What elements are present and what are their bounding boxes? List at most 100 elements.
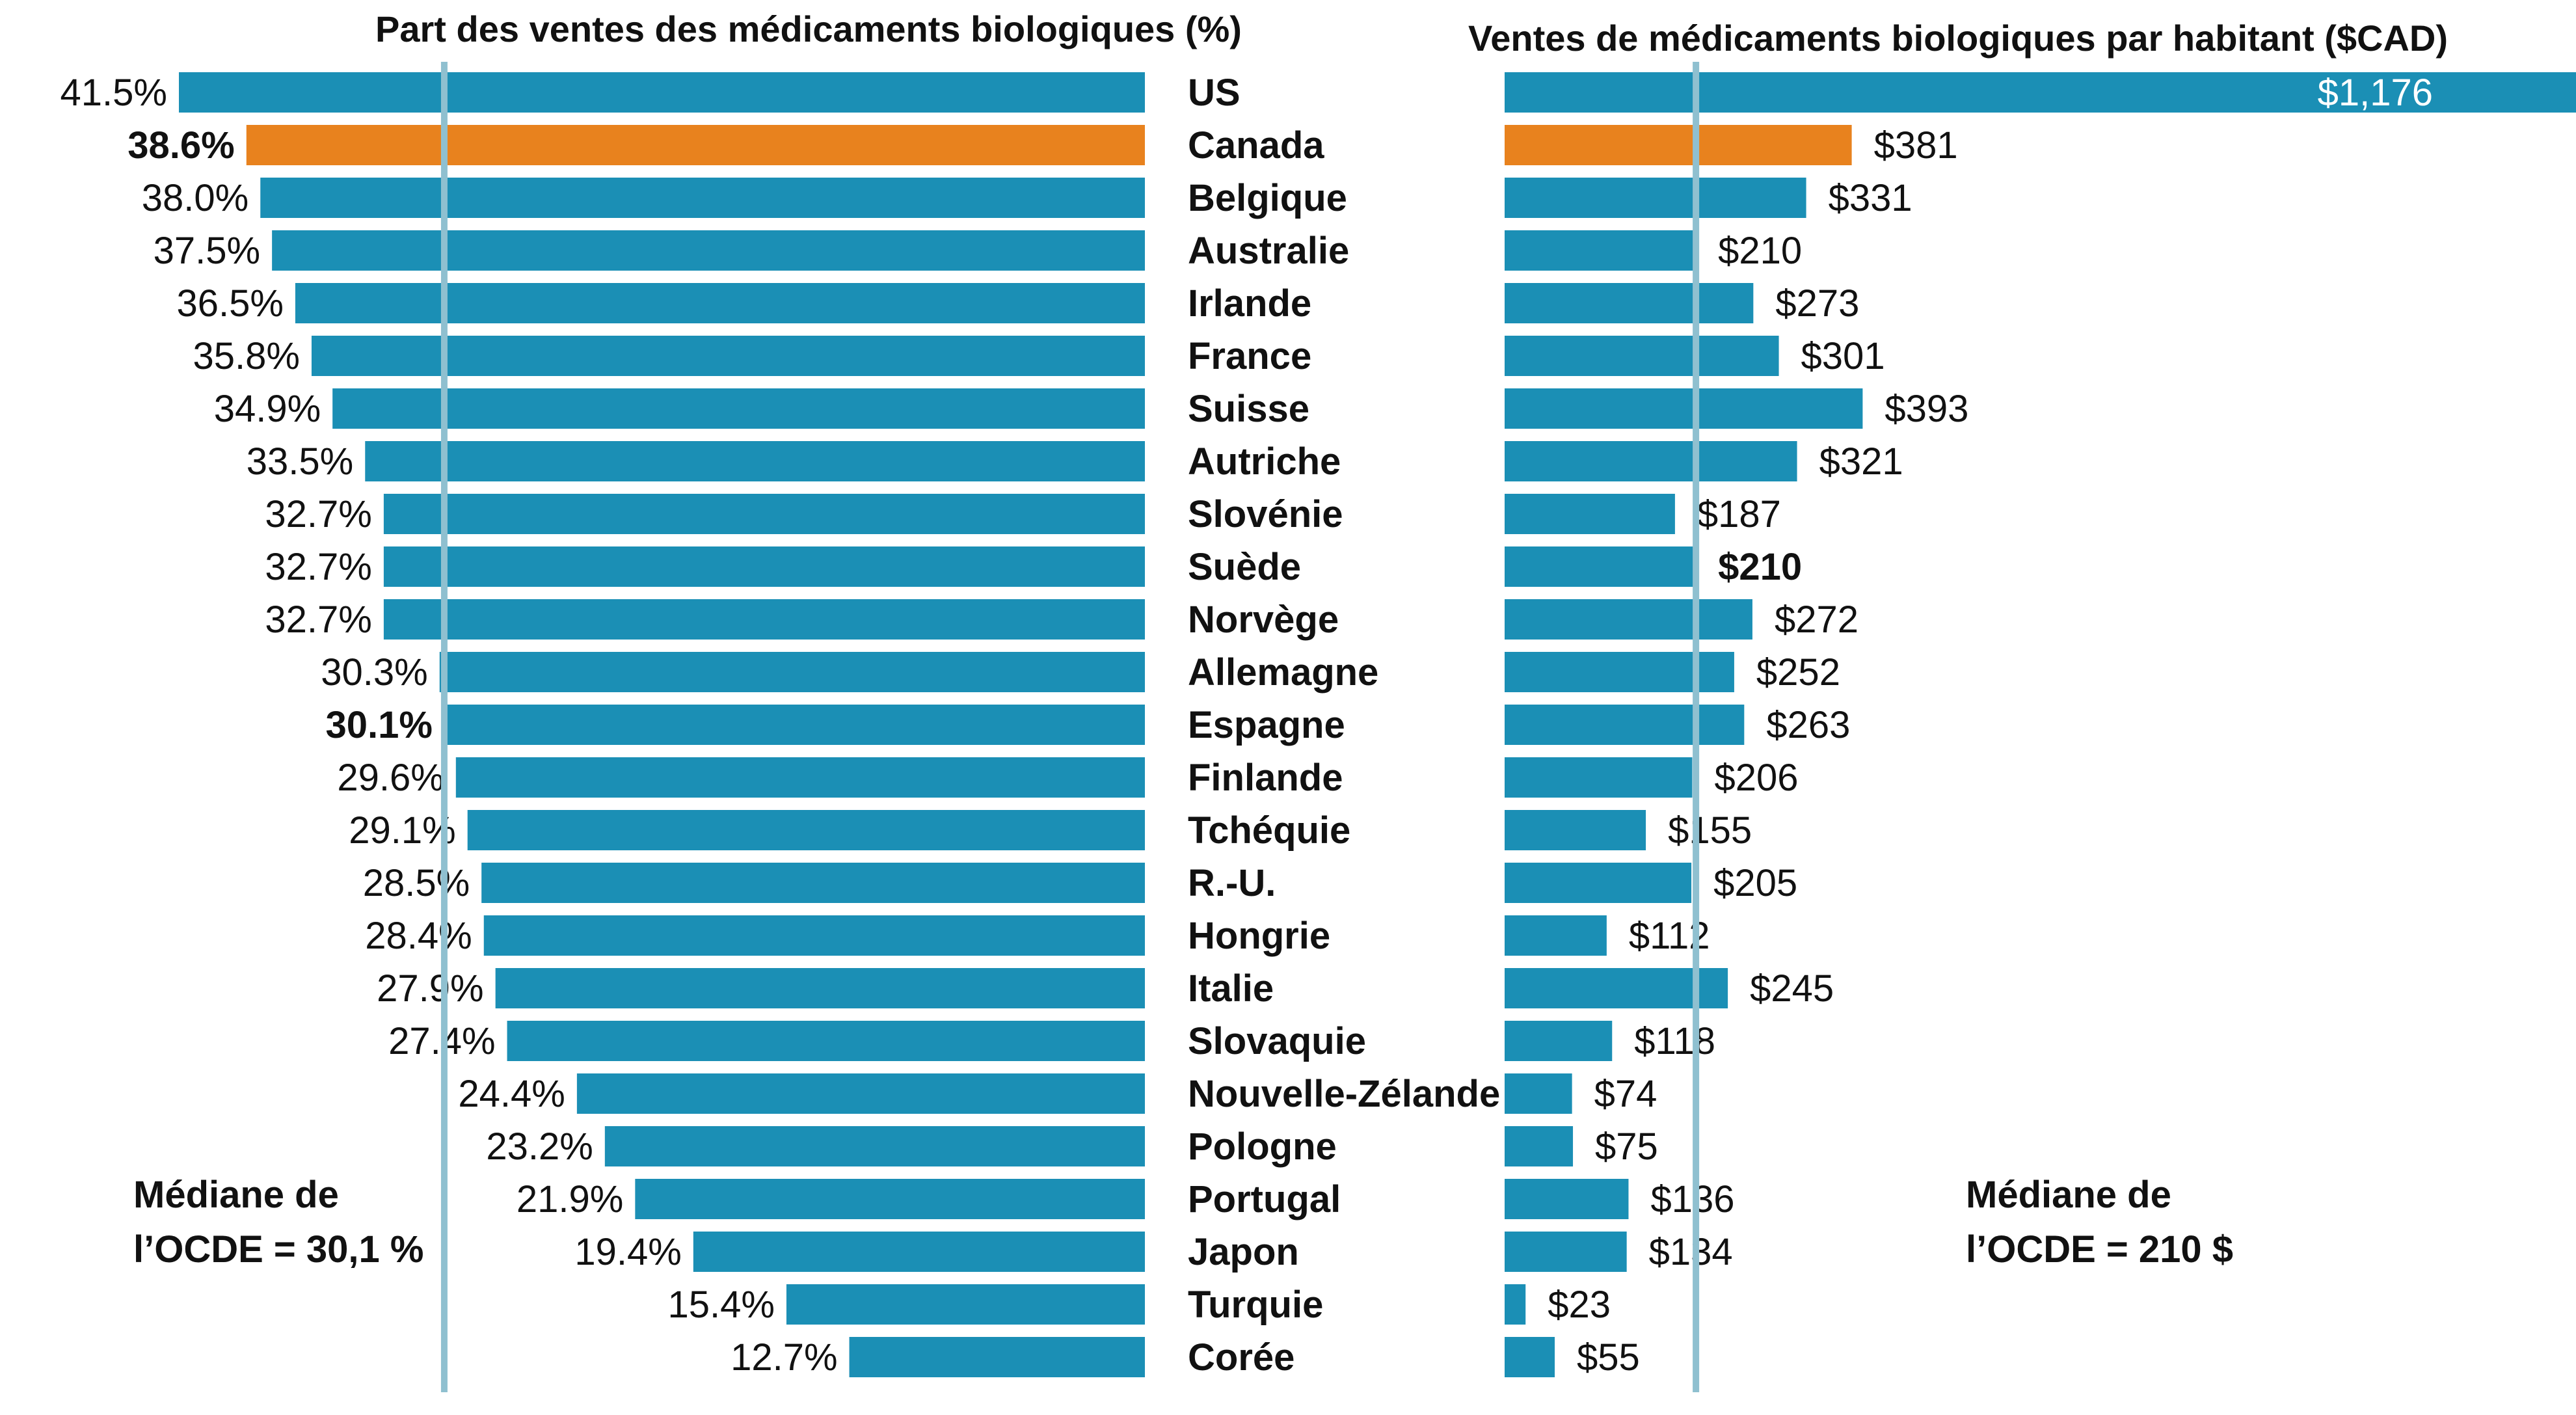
right-value-label-portugal: $136	[1650, 1178, 1734, 1220]
left-value-label-pologne: 23.2%	[486, 1125, 593, 1168]
left-bar-tchequie	[467, 810, 1145, 850]
left-value-label-italie: 27.9%	[377, 967, 483, 1010]
left-bar-belgique	[260, 178, 1145, 218]
right-value-label-espagne: $263	[1766, 704, 1850, 746]
country-label-espagne: Espagne	[1188, 704, 1345, 746]
left-bar-japon	[693, 1232, 1145, 1272]
left-value-label-hongrie: 28.4%	[365, 915, 472, 957]
left-bar-r-u	[481, 863, 1145, 903]
left-bar-slovenie	[383, 494, 1145, 534]
country-label-slovaquie: Slovaquie	[1188, 1020, 1366, 1062]
right-bar-coree	[1505, 1337, 1555, 1377]
right-bar-italie	[1505, 968, 1728, 1008]
right-value-label-australie: $210	[1718, 230, 1802, 272]
country-label-france: France	[1188, 335, 1311, 377]
left-value-label-france: 35.8%	[193, 335, 299, 377]
right-value-labels: $1,176 $381 $331 $210 $273 $301$393 $321 $187 $2…	[1548, 72, 2433, 1379]
left-bar-suede	[383, 546, 1145, 587]
right-median-label-line2: l’OCDE = 210 $	[1966, 1228, 2233, 1271]
country-label-turquie: Turquie	[1188, 1284, 1323, 1326]
right-bar-irlande	[1505, 283, 1754, 323]
left-chart-title: Part des ventes des médicaments biologiq…	[375, 8, 1242, 49]
right-value-label-italie: $245	[1750, 967, 1834, 1010]
country-label-hongrie: Hongrie	[1188, 915, 1330, 957]
country-label-norvege: Norvège	[1188, 599, 1339, 641]
left-bar-australie	[272, 230, 1145, 271]
left-value-label-autriche: 33.5%	[247, 440, 353, 483]
country-label-coree: Corée	[1188, 1336, 1295, 1379]
right-bar-portugal	[1505, 1179, 1629, 1219]
left-value-label-slovenie: 32.7%	[265, 493, 371, 535]
right-value-label-irlande: $273	[1775, 282, 1859, 325]
right-value-label-japon: $134	[1649, 1231, 1733, 1273]
left-bar-pologne	[604, 1126, 1145, 1166]
country-label-r-u: R.-U.	[1188, 862, 1276, 904]
left-bar-italie	[495, 968, 1145, 1008]
left-bar-irlande	[295, 283, 1145, 323]
left-value-labels: 41.5% 38.6% 38.0% 37.5% 36.5% 35.8% 34.9% 33.5%…	[60, 72, 838, 1379]
left-bar-autriche	[365, 441, 1145, 481]
right-value-label-pologne: $75	[1595, 1125, 1658, 1168]
right-bar-suisse	[1505, 388, 1863, 429]
right-bar-turquie	[1505, 1284, 1526, 1325]
country-label-suisse: Suisse	[1188, 388, 1309, 430]
right-value-label-norvege: $272	[1775, 599, 1858, 641]
right-value-label-r-u: $205	[1713, 862, 1797, 904]
right-value-label-suede: $210	[1718, 546, 1802, 588]
country-label-japon: Japon	[1188, 1231, 1299, 1273]
right-median-label-line1: Médiane de	[1966, 1174, 2171, 1216]
left-value-label-tchequie: 29.1%	[349, 809, 455, 852]
left-bar-canada	[246, 125, 1145, 165]
right-value-label-slovenie: $187	[1697, 493, 1781, 535]
right-value-label-nouvelle-zelande: $74	[1594, 1073, 1657, 1115]
right-value-label-suisse: $393	[1885, 388, 1968, 430]
country-label-australie: Australie	[1188, 230, 1349, 272]
left-bar-nouvelle-zelande	[576, 1073, 1145, 1114]
right-bar-belgique	[1505, 178, 1806, 218]
right-bar-norvege	[1505, 599, 1752, 640]
left-value-label-coree: 12.7%	[731, 1336, 837, 1379]
right-bar-hongrie	[1505, 915, 1607, 956]
country-label-canada: Canada	[1188, 124, 1324, 167]
country-label-irlande: Irlande	[1188, 282, 1311, 325]
left-bar-us	[179, 72, 1145, 113]
right-bar-us	[1505, 72, 2576, 113]
left-bar-france	[311, 336, 1145, 376]
right-bar-suede	[1505, 546, 1697, 587]
right-value-label-coree: $55	[1577, 1336, 1640, 1379]
left-value-label-suede: 32.7%	[265, 546, 371, 588]
left-bar-norvege	[383, 599, 1145, 640]
right-bar-tchequie	[1505, 810, 1646, 850]
country-label-slovenie: Slovénie	[1188, 493, 1343, 535]
right-value-label-turquie: $23	[1548, 1284, 1611, 1326]
left-value-label-allemagne: 30.3%	[321, 651, 427, 694]
country-label-autriche: Autriche	[1188, 440, 1341, 483]
right-value-label-allemagne: $252	[1756, 651, 1840, 694]
left-value-label-belgique: 38.0%	[142, 177, 248, 219]
left-bar-allemagne	[439, 652, 1146, 692]
country-label-finlande: Finlande	[1188, 757, 1343, 799]
right-value-label-belgique: $331	[1829, 177, 1912, 219]
country-label-nouvelle-zelande: Nouvelle-Zélande	[1188, 1073, 1500, 1115]
right-bar-slovenie	[1505, 494, 1675, 534]
left-bar-hongrie	[483, 915, 1145, 956]
left-value-label-finlande: 29.6%	[337, 757, 444, 799]
right-value-label-slovaquie: $118	[1634, 1020, 1715, 1062]
left-bar-suisse	[332, 388, 1145, 429]
right-value-label-tchequie: $155	[1668, 809, 1752, 852]
left-value-label-canada: 38.6%	[127, 124, 234, 167]
left-value-label-us: 41.5%	[60, 72, 167, 114]
left-bar-coree	[849, 1337, 1145, 1377]
country-label-portugal: Portugal	[1188, 1178, 1341, 1220]
country-labels: US Canada Belgique Australie Irlande France Su…	[1188, 72, 1500, 1379]
left-bar-portugal	[635, 1179, 1145, 1219]
left-value-label-irlande: 36.5%	[176, 282, 283, 325]
left-median-label-line2: l’OCDE = 30,1 %	[133, 1228, 423, 1271]
right-bar-autriche	[1505, 441, 1797, 481]
left-bar-slovaquie	[507, 1021, 1145, 1061]
right-bar-nouvelle-zelande	[1505, 1073, 1572, 1114]
left-value-label-turquie: 15.4%	[667, 1284, 774, 1326]
left-bar-espagne	[444, 705, 1145, 745]
